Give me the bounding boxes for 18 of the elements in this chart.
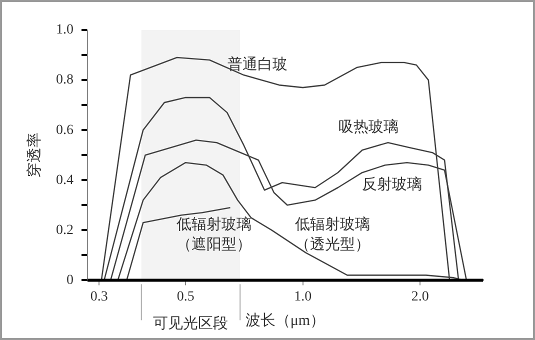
x-tick-label: 2.0 — [411, 289, 429, 304]
series-label: 普通白玻 — [228, 56, 288, 73]
x-tick-label: 0.3 — [90, 289, 108, 304]
series-label: 低辐射玻璃（遮阳型） — [176, 216, 252, 254]
x-tick-label: 1.0 — [294, 289, 312, 304]
series-label: 反射玻璃 — [362, 176, 422, 194]
y-tick-label: 0.8 — [56, 72, 74, 88]
y-tick-label: 0.2 — [56, 222, 74, 238]
y-axis-title: 穿透率 — [26, 132, 43, 178]
y-tick-label: 0 — [66, 272, 74, 288]
x-axis-title: 波长（μm） — [245, 312, 326, 329]
series-label: 低辐射玻璃（透光型） — [295, 216, 370, 254]
band-label: 可见光区段 — [153, 315, 228, 332]
y-tick-label: 1.0 — [56, 22, 74, 38]
y-tick-label: 0.6 — [56, 122, 74, 138]
y-tick-label: 0.4 — [56, 172, 74, 188]
series-label: 吸热玻璃 — [338, 118, 398, 136]
x-tick-label: 0.5 — [176, 289, 194, 304]
